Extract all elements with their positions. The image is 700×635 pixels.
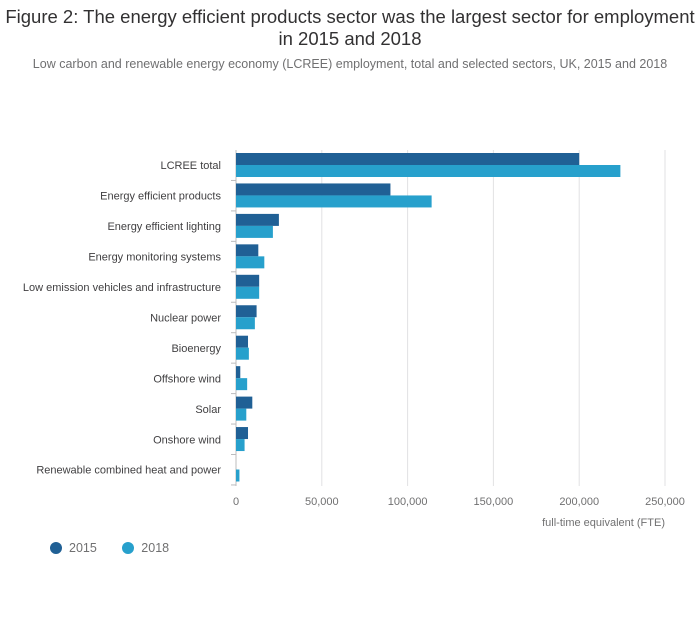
- legend: 2015 2018: [50, 541, 191, 557]
- category-label: Low emission vehicles and infrastructure: [23, 282, 221, 294]
- category-label: Energy monitoring systems: [88, 252, 221, 264]
- bar-2015: [236, 183, 391, 196]
- bar-2018: [236, 378, 248, 391]
- x-axis-label: full-time equivalent (FTE): [542, 517, 665, 529]
- bar-2018: [236, 256, 265, 269]
- legend-swatch-2015: [50, 542, 62, 554]
- category-labels: LCREE total Energy efficient products Ener…: [23, 160, 222, 477]
- x-tick-label: 50,000: [305, 496, 339, 508]
- bar-2018: [236, 469, 240, 482]
- category-label: Offshore wind: [153, 373, 221, 385]
- bar-2015: [236, 366, 241, 379]
- bar-2015: [236, 335, 249, 348]
- bar-2015: [236, 396, 253, 409]
- category-label: Nuclear power: [150, 312, 221, 324]
- x-tick-label: 200,000: [559, 496, 599, 508]
- category-label: Energy efficient products: [100, 191, 221, 203]
- legend-swatch-2018: [122, 542, 135, 554]
- bar-2015: [236, 213, 279, 226]
- x-tick-label: 100,000: [388, 496, 428, 508]
- legend-label-2015: 2015: [69, 541, 97, 555]
- bar-2018: [236, 286, 260, 299]
- category-label: Solar: [195, 404, 221, 416]
- category-label: Onshore wind: [153, 434, 221, 446]
- category-label: Renewable combined heat and power: [36, 465, 221, 477]
- bar-2015: [236, 244, 259, 257]
- bar-2018: [236, 317, 255, 330]
- x-tick-label: 250,000: [645, 496, 685, 508]
- bar-2018: [236, 165, 621, 177]
- bar-2015: [236, 305, 257, 318]
- legend-item-2015: 2015: [50, 541, 97, 555]
- bar-chart: LCREE total Energy efficient products Ener…: [23, 150, 685, 529]
- legend-item-2018: 2018: [122, 541, 169, 555]
- x-tick-label: 0: [233, 496, 239, 508]
- x-tick-label: 150,000: [474, 496, 514, 508]
- bar-2015: [236, 153, 580, 165]
- bar-2015: [236, 427, 249, 440]
- bar-2015: [236, 274, 260, 287]
- bar-2018: [236, 439, 245, 452]
- category-label: LCREE total: [160, 160, 221, 172]
- x-tick-labels: 0 50,000 100,000 150,000 200,000 250,000: [233, 496, 685, 508]
- bar-2018: [236, 408, 247, 421]
- bar-2018: [236, 347, 249, 360]
- bars: [236, 153, 621, 482]
- bar-2018: [236, 225, 273, 238]
- chart-subtitle: Low carbon and renewable energy economy …: [32, 57, 668, 71]
- category-label: Energy efficient lighting: [107, 221, 221, 233]
- chart-title: Figure 2: The energy efficient products …: [5, 6, 695, 49]
- legend-label-2018: 2018: [141, 541, 170, 555]
- bar-2018: [236, 195, 432, 208]
- category-label: Bioenergy: [171, 343, 221, 355]
